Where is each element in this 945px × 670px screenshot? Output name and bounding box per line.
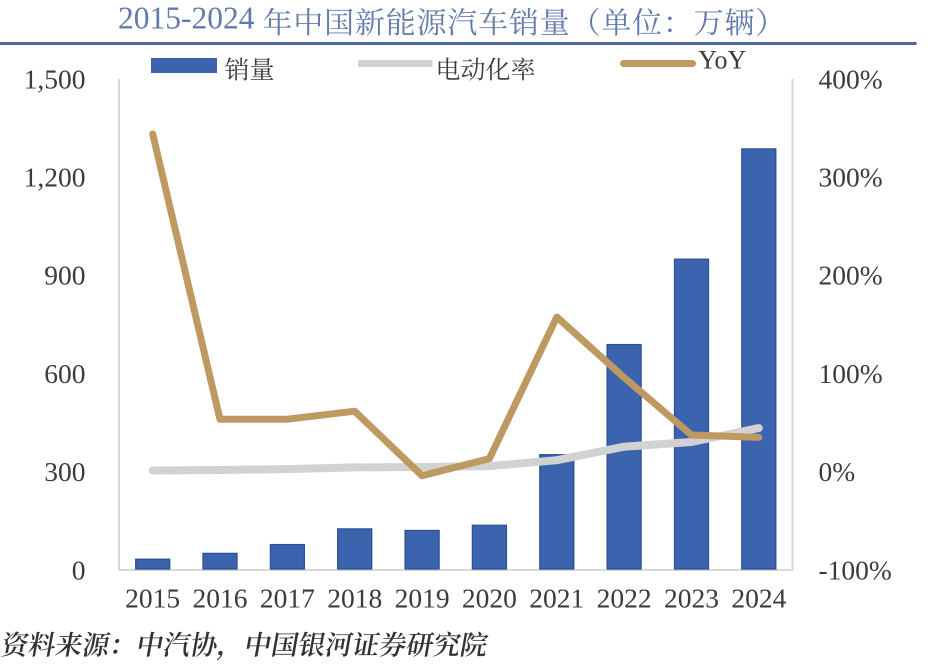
svg-text:2015-2024: 2015-2024: [118, 1, 255, 36]
svg-text:2019: 2019: [395, 583, 450, 614]
svg-text:YoY: YoY: [698, 46, 746, 75]
svg-text:400%: 400%: [819, 63, 883, 94]
svg-text:2017: 2017: [260, 583, 315, 614]
svg-text:0%: 0%: [819, 456, 856, 487]
svg-text:100%: 100%: [819, 358, 883, 389]
svg-text:2023: 2023: [664, 583, 719, 614]
svg-text:-100%: -100%: [819, 554, 892, 585]
svg-text:200%: 200%: [819, 260, 883, 291]
svg-text:900: 900: [44, 260, 85, 291]
svg-text:300%: 300%: [819, 162, 883, 193]
svg-text:2018: 2018: [327, 583, 382, 614]
svg-text:2020: 2020: [462, 583, 517, 614]
svg-text:2016: 2016: [193, 583, 248, 614]
svg-text:2024: 2024: [731, 583, 786, 614]
svg-text:1,500: 1,500: [24, 63, 86, 94]
svg-text:2015: 2015: [125, 583, 180, 614]
svg-text:2022: 2022: [597, 583, 652, 614]
svg-text:600: 600: [44, 358, 85, 389]
svg-text:0: 0: [72, 554, 86, 585]
svg-text:2021: 2021: [529, 583, 584, 614]
svg-text:300: 300: [44, 456, 85, 487]
svg-text:1,200: 1,200: [24, 162, 86, 193]
